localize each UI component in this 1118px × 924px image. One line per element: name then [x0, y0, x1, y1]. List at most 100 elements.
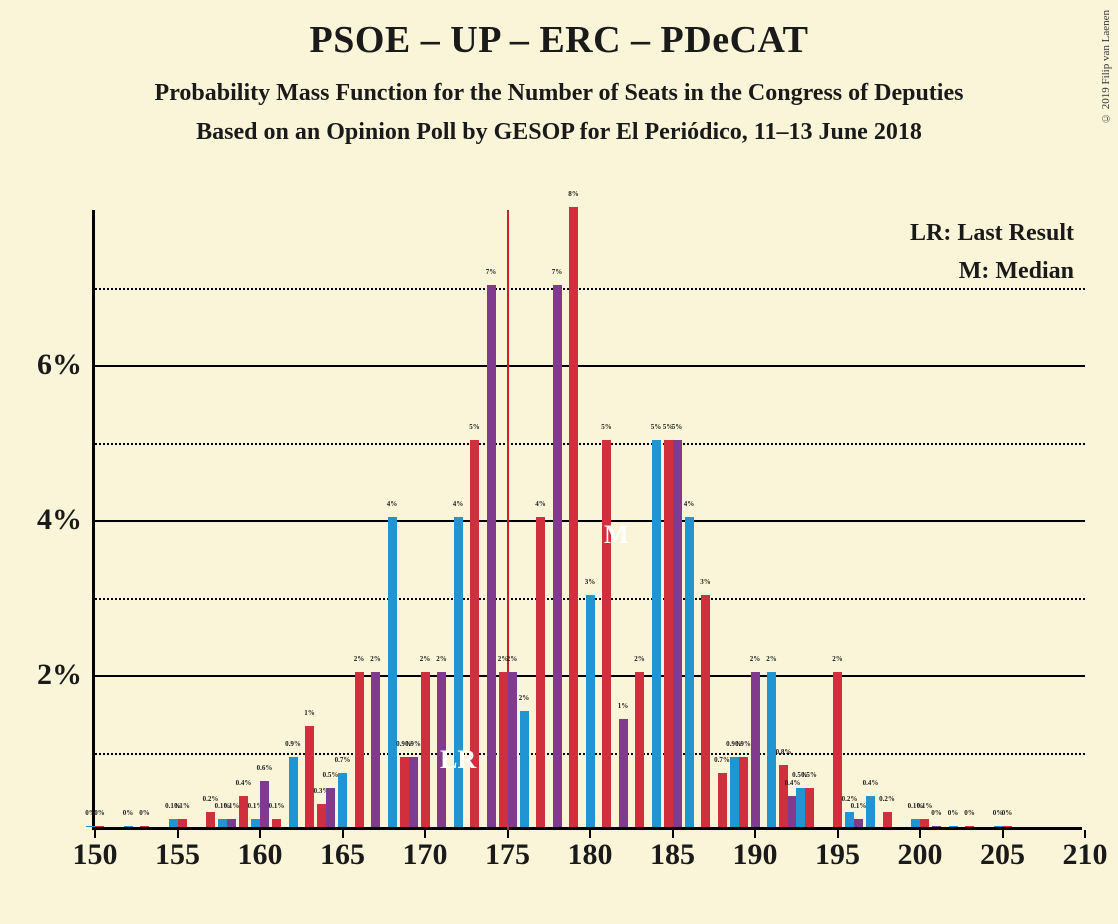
x-tick: [94, 830, 96, 838]
bar: [499, 672, 508, 827]
bar: [206, 812, 215, 828]
bar: [701, 595, 710, 828]
bar-value-label: 2%: [766, 655, 777, 663]
bar-value-label: 0.5%: [323, 771, 339, 779]
bar-value-label: 2%: [370, 655, 381, 663]
bar: [920, 819, 929, 827]
bar: [317, 804, 326, 827]
bar: [124, 826, 133, 827]
bar-value-label: 0.1%: [224, 802, 240, 810]
bar-value-label: 0.5%: [801, 771, 817, 779]
y-axis-label: 6%: [37, 348, 82, 382]
bar: [95, 826, 104, 827]
bar-value-label: 0.4%: [863, 779, 879, 787]
bar: [866, 796, 875, 827]
bar-value-label: 5%: [651, 423, 662, 431]
bar-value-label: 5%: [672, 423, 683, 431]
bar: [1003, 826, 1012, 827]
bar-value-label: 0.4%: [785, 779, 801, 787]
bar: [178, 819, 187, 827]
grid-minor: [95, 288, 1085, 290]
y-axis-label: 2%: [37, 658, 82, 692]
x-axis-label: 155: [155, 838, 200, 872]
bar: [796, 788, 805, 827]
bar: [730, 757, 739, 827]
bar: [739, 757, 748, 827]
bar: [845, 812, 854, 828]
bar: [619, 719, 628, 828]
bar: [239, 796, 248, 827]
bar: [289, 757, 298, 827]
bar: [140, 826, 149, 827]
bar: [454, 517, 463, 827]
bar: [371, 672, 380, 827]
bar-value-label: 2%: [354, 655, 365, 663]
bar-value-label: 0.7%: [714, 756, 730, 764]
x-axis-label: 185: [650, 838, 695, 872]
x-axis-label: 195: [815, 838, 860, 872]
bar-value-label: 3%: [700, 578, 711, 586]
grid-major: [95, 365, 1085, 367]
bar-value-label: 0%: [94, 809, 105, 817]
x-tick: [1002, 830, 1004, 838]
bar-value-label: 0%: [1002, 809, 1013, 817]
bar-value-label: 7%: [552, 268, 563, 276]
bar: [685, 517, 694, 827]
bar: [553, 285, 562, 828]
bar: [673, 440, 682, 828]
bar: [949, 826, 958, 827]
bar: [487, 285, 496, 828]
bar-value-label: 2%: [519, 694, 530, 702]
copyright-text: © 2019 Filip van Laenen: [1100, 10, 1112, 124]
bar: [218, 819, 227, 827]
bar-value-label: 0.1%: [851, 802, 867, 810]
bar-value-label: 0.7%: [335, 756, 351, 764]
bar: [388, 517, 397, 827]
bar: [883, 812, 892, 828]
bar-value-label: 4%: [453, 500, 464, 508]
bar: [338, 773, 347, 827]
grid-minor: [95, 443, 1085, 445]
bar: [355, 672, 364, 827]
bar-value-label: 0%: [139, 809, 150, 817]
bar-value-label: 4%: [684, 500, 695, 508]
x-tick: [589, 830, 591, 838]
x-axis-label: 190: [733, 838, 778, 872]
chart-area: LR: Last Result M: Median 2%4%6%15015516…: [92, 210, 1082, 830]
x-tick: [754, 830, 756, 838]
bar-value-label: 7%: [486, 268, 497, 276]
bar: [272, 819, 281, 827]
bar-value-label: 0%: [964, 809, 975, 817]
bar: [520, 711, 529, 827]
x-axis-label: 165: [320, 838, 365, 872]
bar-value-label: 5%: [469, 423, 480, 431]
y-axis-label: 4%: [37, 503, 82, 537]
bar-value-label: 0.1%: [917, 802, 933, 810]
legend-lr: LR: Last Result: [910, 214, 1074, 252]
bar-value-label: 2%: [436, 655, 447, 663]
bar-value-label: 0.8%: [776, 748, 792, 756]
x-axis-label: 205: [980, 838, 1025, 872]
bar: [932, 826, 941, 827]
bar-value-label: 5%: [601, 423, 612, 431]
chart-subtitle-2: Based on an Opinion Poll by GESOP for El…: [0, 107, 1118, 146]
x-axis-label: 150: [73, 838, 118, 872]
x-tick: [342, 830, 344, 838]
bar-value-label: 8%: [568, 190, 579, 198]
median-marker: M: [604, 520, 629, 550]
bar: [664, 440, 673, 828]
x-axis-label: 180: [568, 838, 613, 872]
grid-major: [95, 520, 1085, 522]
bar: [652, 440, 661, 828]
bar: [421, 672, 430, 827]
legend-m: M: Median: [910, 252, 1074, 290]
bar: [718, 773, 727, 827]
bar-value-label: 0.9%: [405, 740, 421, 748]
bar: [833, 672, 842, 827]
x-tick: [424, 830, 426, 838]
bar: [227, 819, 236, 827]
x-axis-label: 200: [898, 838, 943, 872]
bar-value-label: 3%: [585, 578, 596, 586]
bar: [305, 726, 314, 827]
bar-value-label: 1%: [304, 709, 315, 717]
